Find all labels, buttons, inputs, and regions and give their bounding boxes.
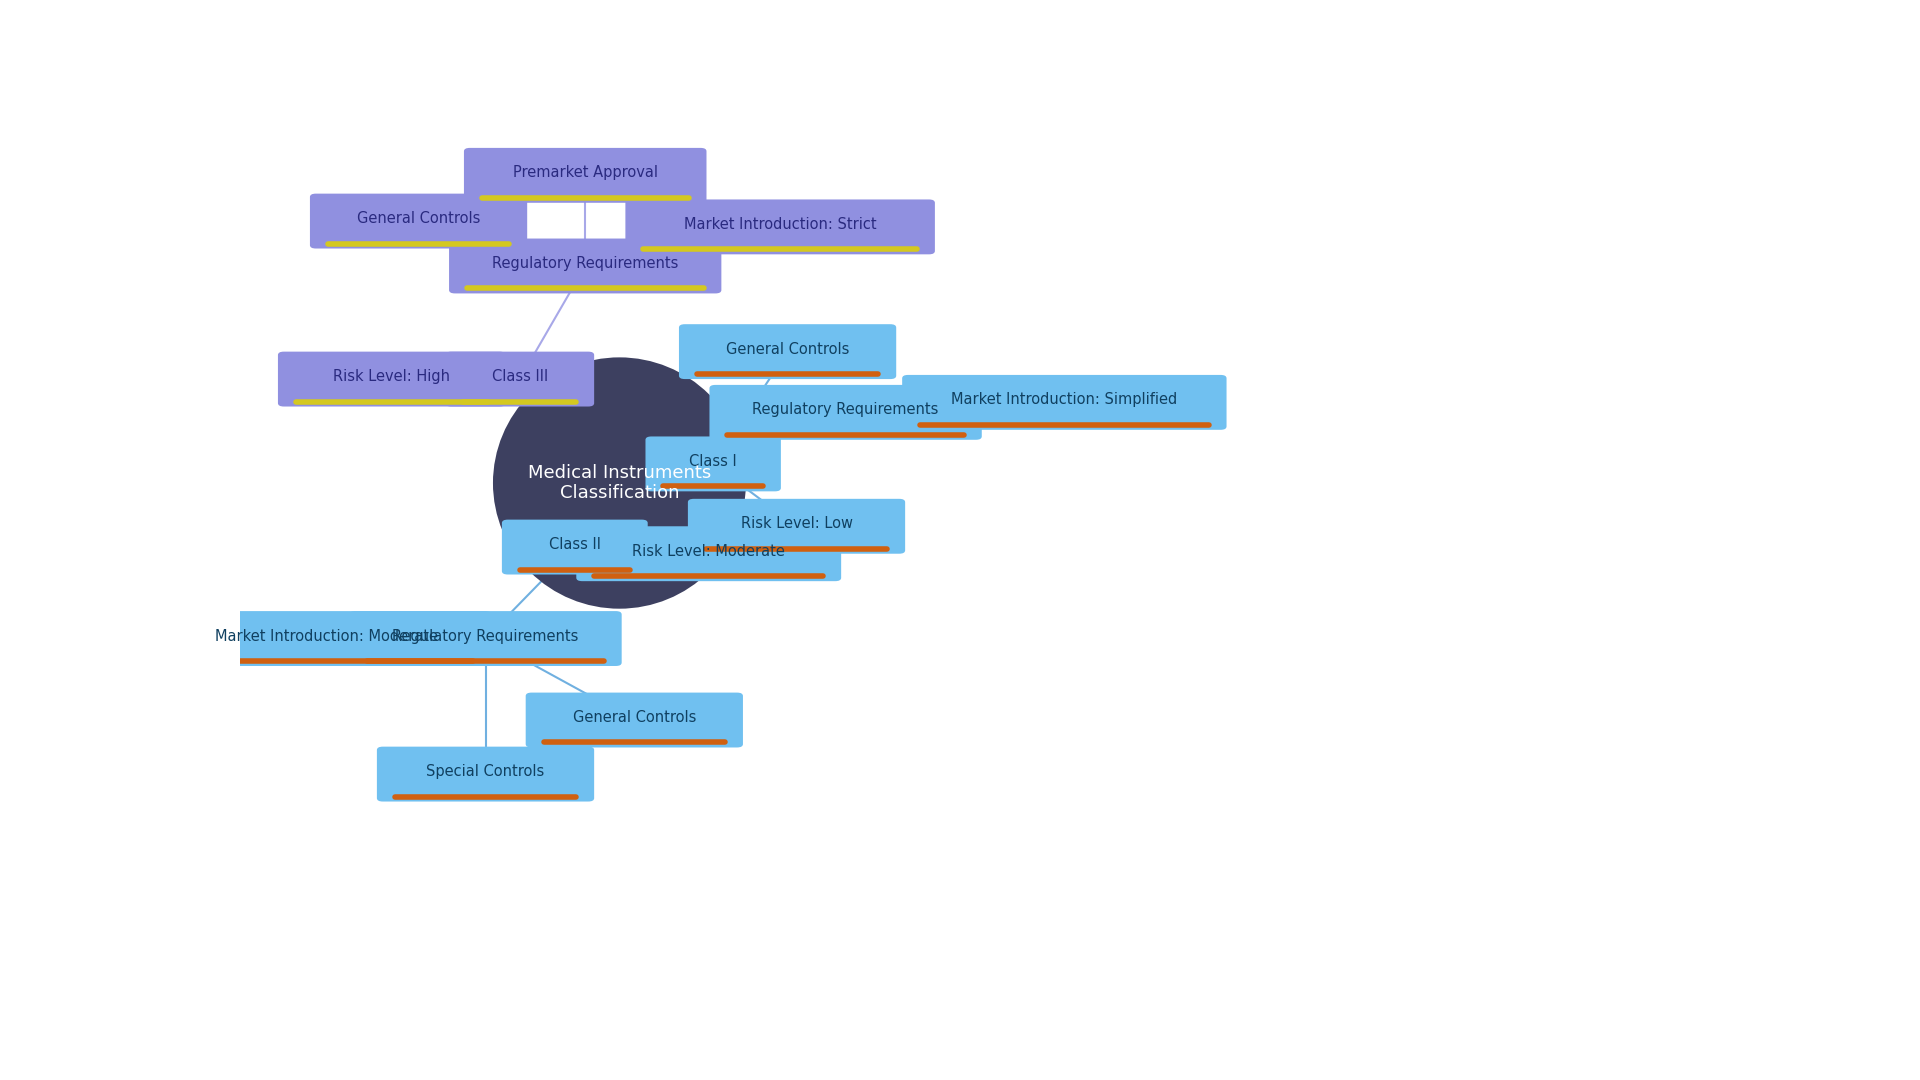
FancyBboxPatch shape: [710, 384, 981, 440]
FancyBboxPatch shape: [449, 239, 722, 294]
Ellipse shape: [493, 357, 745, 609]
FancyBboxPatch shape: [680, 324, 897, 379]
FancyBboxPatch shape: [376, 746, 593, 801]
FancyBboxPatch shape: [626, 200, 935, 255]
Text: Risk Level: High: Risk Level: High: [334, 369, 451, 384]
FancyBboxPatch shape: [278, 352, 505, 406]
FancyBboxPatch shape: [349, 611, 622, 666]
Text: Regulatory Requirements: Regulatory Requirements: [492, 256, 678, 271]
FancyBboxPatch shape: [501, 519, 647, 575]
Text: Risk Level: Low: Risk Level: Low: [741, 516, 852, 531]
Text: General Controls: General Controls: [726, 341, 849, 356]
Text: Class I: Class I: [689, 454, 737, 469]
Text: Market Introduction: Simplified: Market Introduction: Simplified: [950, 392, 1177, 407]
FancyBboxPatch shape: [576, 526, 841, 581]
Text: Medical Instruments
Classification: Medical Instruments Classification: [528, 463, 710, 502]
Text: Class II: Class II: [549, 537, 601, 552]
FancyBboxPatch shape: [309, 193, 528, 248]
FancyBboxPatch shape: [161, 611, 492, 666]
FancyBboxPatch shape: [902, 375, 1227, 430]
FancyBboxPatch shape: [526, 692, 743, 747]
Text: Regulatory Requirements: Regulatory Requirements: [392, 629, 578, 644]
Text: Market Introduction: Strict: Market Introduction: Strict: [684, 217, 876, 232]
Text: General Controls: General Controls: [572, 710, 697, 725]
FancyBboxPatch shape: [645, 436, 781, 491]
Text: General Controls: General Controls: [357, 211, 480, 226]
Text: Premarket Approval: Premarket Approval: [513, 165, 659, 180]
Text: Special Controls: Special Controls: [426, 764, 545, 779]
FancyBboxPatch shape: [687, 499, 904, 554]
FancyBboxPatch shape: [465, 148, 707, 203]
Text: Regulatory Requirements: Regulatory Requirements: [753, 403, 939, 417]
FancyBboxPatch shape: [445, 352, 593, 406]
Text: Risk Level: Moderate: Risk Level: Moderate: [632, 543, 785, 558]
Text: Market Introduction: Moderate: Market Introduction: Moderate: [215, 629, 438, 644]
Text: Class III: Class III: [492, 369, 547, 384]
